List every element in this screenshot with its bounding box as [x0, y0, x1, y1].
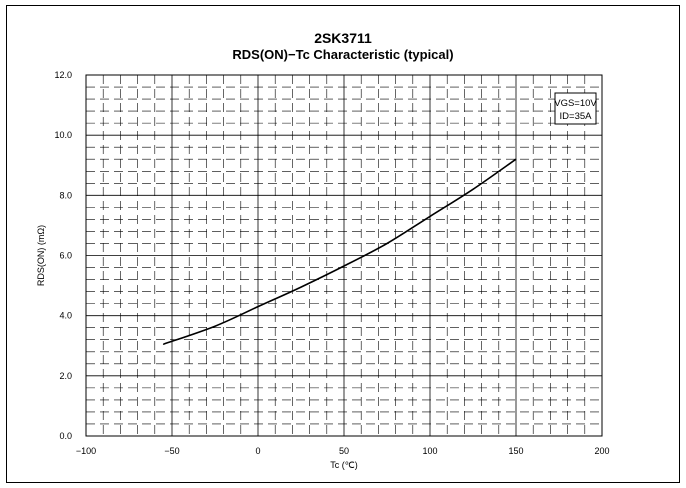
- data-point: [214, 325, 216, 327]
- plot-area-border: [85, 74, 603, 437]
- data-point: [515, 158, 517, 160]
- x-tick-label: 0: [255, 446, 260, 456]
- data-point: [300, 286, 302, 288]
- data-point: [386, 242, 388, 244]
- tick-labels: −100 −50 0 50 100 150 200 0.0 2.0 4.0 6.0 8.0 10.0 12…: [54, 70, 609, 456]
- x-tick-label: 150: [508, 446, 523, 456]
- y-tick-label: 10.0: [54, 130, 72, 140]
- x-tick-label: −50: [164, 446, 179, 456]
- y-tick-label: 4.0: [59, 311, 72, 321]
- x-tick-label: 50: [339, 446, 349, 456]
- y-tick-label: 8.0: [59, 190, 72, 200]
- data-point: [162, 343, 164, 345]
- y-tick-label: 12.0: [54, 70, 72, 80]
- rds-on-curve: [163, 158, 517, 345]
- legend-box: [554, 92, 597, 125]
- y-tick-label: 2.0: [59, 371, 72, 381]
- chart-subtitle: RDS(ON)−Tc Characteristic (typical): [232, 47, 454, 62]
- legend-vgs: VGS=10V: [554, 98, 597, 109]
- data-point: [429, 215, 431, 217]
- y-tick-label: 0.0: [59, 431, 72, 441]
- grid: [86, 75, 602, 436]
- x-tick-label: 100: [422, 446, 437, 456]
- y-axis-label: RDS(ON) (mΩ): [36, 225, 46, 286]
- data-point: [257, 306, 259, 308]
- x-axis-label: Tc (℃): [330, 460, 358, 470]
- condition-legend: VGS=10V ID=35A: [554, 92, 597, 125]
- y-tick-label: 6.0: [59, 251, 72, 261]
- data-point: [472, 188, 474, 190]
- data-point: [343, 265, 345, 267]
- x-tick-label: 200: [594, 446, 609, 456]
- x-tick-label: −100: [76, 446, 96, 456]
- legend-id: ID=35A: [560, 111, 593, 122]
- chart-title: 2SK3711: [314, 30, 372, 46]
- series-layer: [162, 158, 517, 345]
